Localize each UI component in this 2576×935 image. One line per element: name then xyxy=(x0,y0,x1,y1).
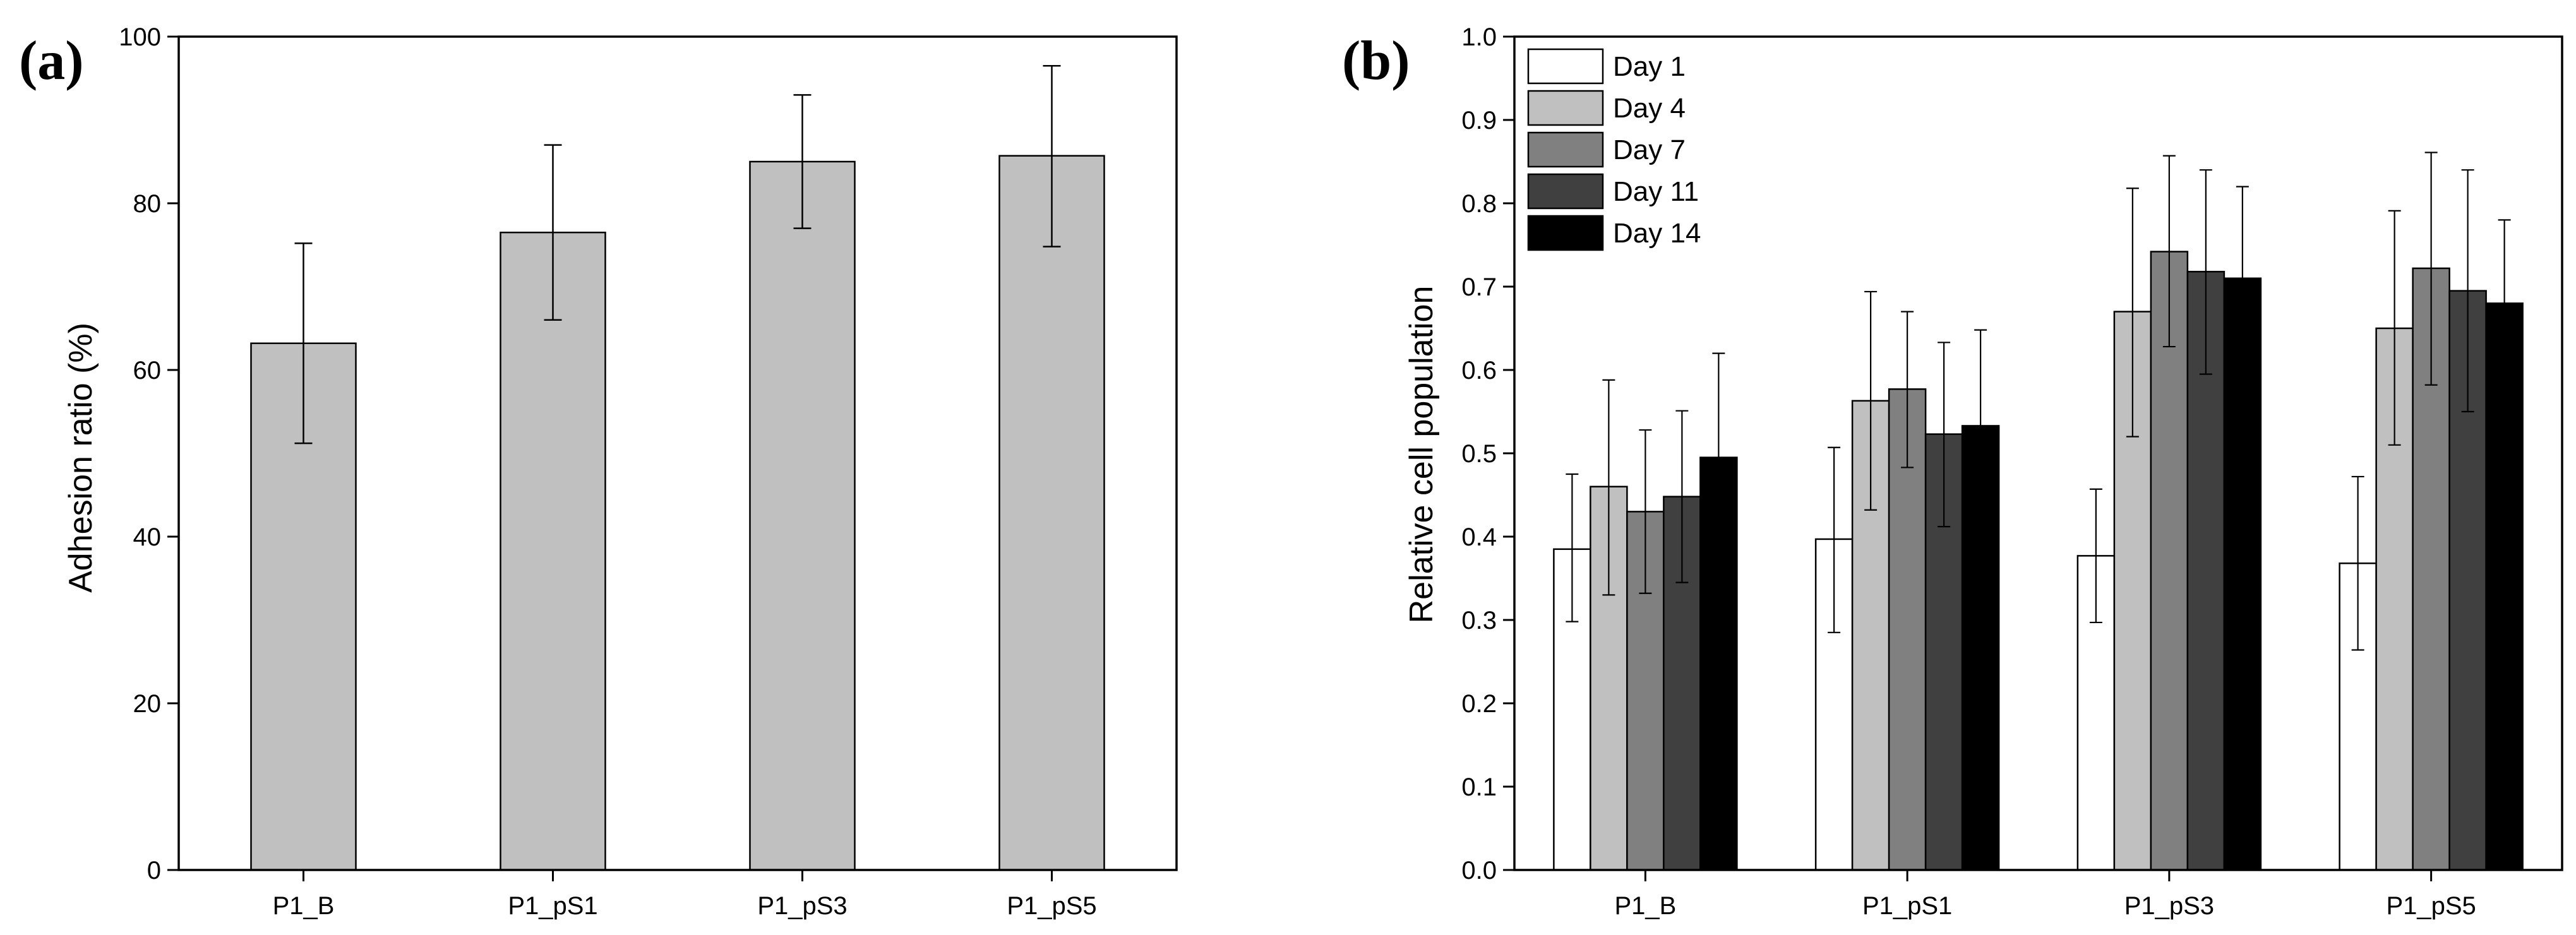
y-tick-label: 0.6 xyxy=(1461,357,1497,384)
y-tick-label: 1.0 xyxy=(1461,23,1497,51)
y-tick-label: 100 xyxy=(119,23,161,51)
y-tick-label: 40 xyxy=(133,523,162,551)
panel-b-label: (b) xyxy=(1342,30,1410,92)
panel-b-marks xyxy=(1553,152,2524,871)
panel-a-plot-frame xyxy=(177,35,1178,871)
bar-p1-ps3 xyxy=(749,160,856,871)
y-tick-label: 0.2 xyxy=(1461,690,1497,718)
legend-label: Day 1 xyxy=(1613,51,1686,82)
x-tick-label: P1_pS1 xyxy=(508,892,597,920)
bar-p1-ps1 xyxy=(500,231,606,871)
x-tick-label: P1_pS5 xyxy=(1007,892,1096,920)
legend-label: Day 4 xyxy=(1613,93,1686,124)
legend-label: Day 14 xyxy=(1613,218,1701,249)
bar-day-7 xyxy=(2150,251,2189,871)
x-tick-label: P1_pS3 xyxy=(2124,892,2214,920)
panel-b-x-ticks: P1_B P1_pS1 P1_pS3 P1_pS5 xyxy=(1614,870,2476,920)
panel-b-legend: Day 1 Day 4 Day 7 Day 11 Day 14 xyxy=(1527,48,1701,251)
legend-swatch-day-11 xyxy=(1527,173,1604,210)
x-tick-label: P1_B xyxy=(1614,892,1676,920)
panel-b-y-ticks: 0.0 0.1 0.2 0.3 0.4 0.5 0.6 0.7 0.8 0.9 1.0 xyxy=(1461,23,1514,884)
bar-p1-ps5 xyxy=(998,155,1105,871)
y-tick-label: 0.1 xyxy=(1461,773,1497,801)
panel-a-x-ticks: P1_B P1_pS1 P1_pS3 P1_pS5 xyxy=(273,870,1097,920)
legend-label: Day 11 xyxy=(1613,176,1699,207)
y-tick-label: 0.4 xyxy=(1461,523,1497,551)
x-tick-label: P1_B xyxy=(273,892,335,920)
x-tick-label: P1_pS3 xyxy=(757,892,847,920)
panel-a-label: (a) xyxy=(19,30,84,92)
legend-swatch-day-14 xyxy=(1527,215,1604,251)
panel-b: (b) Relative cell population 0.00.10.20.… xyxy=(1342,23,2563,920)
y-tick-label: 0 xyxy=(147,857,161,884)
panel-a-ylabel: Adhesion ratio (%) xyxy=(63,323,99,593)
legend-swatch-day-1 xyxy=(1527,48,1604,85)
panel-b-ylabel: Relative cell population xyxy=(1403,286,1440,624)
legend-label: Day 7 xyxy=(1613,134,1686,165)
y-tick-label: 80 xyxy=(133,190,162,218)
y-tick-label: 0.5 xyxy=(1461,440,1497,468)
panel-a-y-ticks: 0 20 40 60 80 100 xyxy=(119,23,179,884)
x-tick-label: P1_pS5 xyxy=(2386,892,2476,920)
y-tick-label: 0.7 xyxy=(1461,273,1497,301)
legend-swatch-day-4 xyxy=(1527,90,1604,126)
y-tick-label: 0.8 xyxy=(1461,190,1497,218)
panel-a-marks xyxy=(250,64,1105,871)
y-tick-label: 20 xyxy=(133,690,162,718)
panel-a: (a) Adhesion ratio (%) 0 20 40 60 80 100 P1_B… xyxy=(19,23,1178,920)
y-tick-label: 60 xyxy=(133,357,162,384)
bar-day-14 xyxy=(2485,302,2524,871)
y-tick-label: 0.3 xyxy=(1461,607,1497,634)
y-tick-label: 0.0 xyxy=(1461,857,1497,884)
x-tick-label: P1_pS1 xyxy=(1862,892,1952,920)
panel-b-plot-frame xyxy=(1513,35,2563,871)
y-tick-label: 0.9 xyxy=(1461,107,1497,134)
legend-swatch-day-7 xyxy=(1527,131,1604,168)
